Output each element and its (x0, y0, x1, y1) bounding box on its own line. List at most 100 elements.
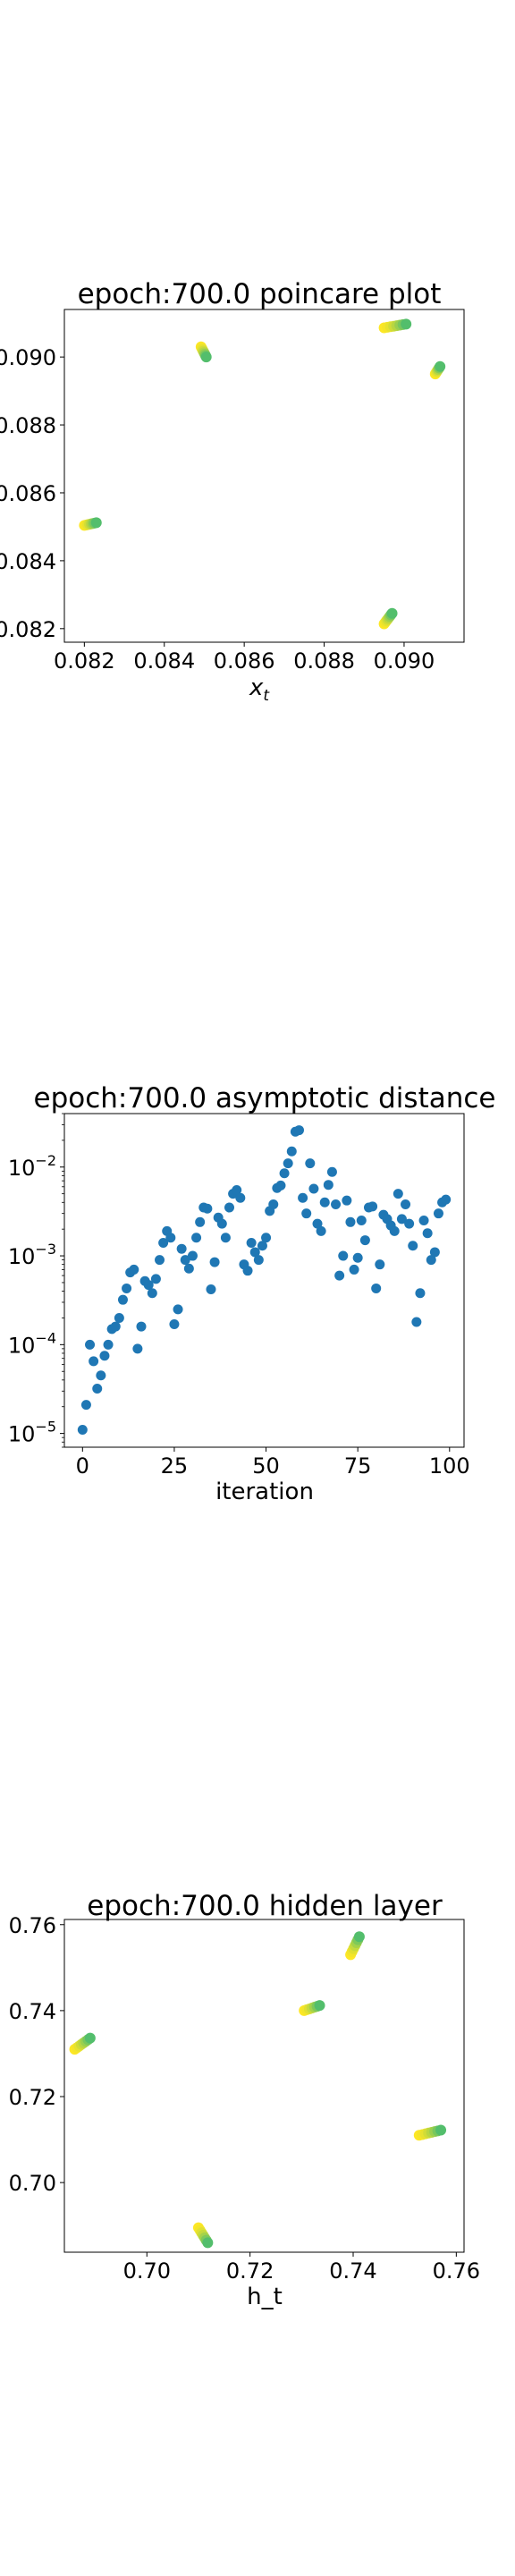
hidden-x-tick-label: 0.72 (226, 2258, 274, 2284)
distance-point (418, 1216, 429, 1226)
distance-point (187, 1250, 198, 1261)
hidden-point (353, 1931, 365, 1943)
poincare-x-tick-label: 0.084 (133, 648, 195, 674)
distance-point (408, 1241, 418, 1251)
distance-point (371, 1283, 382, 1293)
distance-point (80, 1400, 91, 1411)
hidden-x-label: h_t (247, 2284, 283, 2310)
distance-point (96, 1370, 106, 1381)
distance-title: epoch:700.0 asymptotic distance (34, 1082, 496, 1114)
distance-point (359, 1235, 370, 1246)
poincare-x-tick-label: 0.090 (374, 648, 435, 674)
distance-point (165, 1233, 176, 1243)
distance-y-tick-label: 10−3 (8, 1241, 56, 1269)
distance-x-ticks: 0 25 50 75 100 (76, 1447, 470, 1479)
distance-point (246, 1238, 257, 1249)
distance-point (261, 1233, 272, 1243)
distance-point (401, 1199, 411, 1209)
distance-point (143, 1280, 154, 1291)
poincare-y-tick-label: 0.088 (0, 413, 56, 438)
distance-point (117, 1294, 128, 1305)
hidden-title: epoch:700.0 hidden layer (87, 1890, 443, 1922)
poincare-y-tick-label: 0.082 (0, 617, 56, 642)
hidden-x-tick-label: 0.76 (433, 2258, 480, 2284)
distance-point (415, 1288, 426, 1299)
poincare-x-label-sub: t (263, 687, 270, 705)
distance-point (110, 1321, 121, 1332)
distance-point (232, 1185, 242, 1196)
distance-point (150, 1274, 161, 1284)
distance-point (323, 1180, 333, 1191)
distance-point (312, 1218, 323, 1229)
poincare-title: epoch:700.0 poincare plot (78, 278, 442, 310)
distance-point (89, 1356, 99, 1367)
distance-point (375, 1259, 385, 1270)
distance-point (92, 1383, 103, 1394)
distance-point (191, 1233, 202, 1243)
hidden-y-tick-label: 0.76 (9, 1913, 56, 1938)
poincare-y-tick-label: 0.086 (0, 481, 56, 506)
poincare-point (435, 360, 446, 372)
distance-point (216, 1218, 227, 1229)
hidden-points (69, 1931, 447, 2249)
poincare-y-tick-label: 0.090 (0, 345, 56, 370)
distance-point (195, 1216, 206, 1227)
distance-point (393, 1189, 403, 1199)
distance-point (99, 1351, 110, 1361)
distance-point (422, 1228, 433, 1239)
hidden-y-ticks: 0.70 0.72 0.74 0.76 (9, 1913, 64, 2196)
distance-point (316, 1225, 326, 1236)
hidden-x-tick-label: 0.70 (123, 2258, 171, 2284)
distance-point (206, 1284, 216, 1294)
distance-point (342, 1195, 352, 1206)
distance-x-tick-label: 50 (252, 1453, 280, 1479)
distance-point (176, 1243, 187, 1254)
hidden-point (435, 2124, 447, 2136)
distance-x-tick-label: 0 (76, 1453, 89, 1479)
hidden-y-tick-label: 0.70 (9, 2171, 56, 2196)
distance-axes-frame (63, 1113, 465, 1448)
hidden-point (202, 2237, 214, 2249)
distance-point (268, 1199, 279, 1209)
poincare-point (90, 517, 102, 529)
distance-point (77, 1425, 88, 1436)
distance-point (183, 1263, 194, 1274)
distance-point (301, 1208, 312, 1219)
distance-point (180, 1255, 190, 1266)
poincare-y-ticks: 0.082 0.084 0.086 0.088 0.090 (0, 345, 64, 642)
distance-point (319, 1197, 330, 1208)
poincare-x-ticks: 0.082 0.084 0.086 0.088 0.090 (54, 642, 435, 674)
hidden-point (314, 2000, 325, 2012)
distance-point (224, 1202, 235, 1213)
distance-point (129, 1264, 139, 1275)
distance-point (298, 1192, 308, 1203)
poincare-x-label: xt (249, 674, 270, 705)
poincare-x-tick-label: 0.082 (54, 648, 115, 674)
distance-point (286, 1146, 297, 1157)
distance-point (426, 1255, 436, 1266)
distance-x-tick-label: 25 (161, 1453, 189, 1479)
distance-point (433, 1208, 443, 1219)
distance-point (305, 1158, 316, 1169)
distance-point (411, 1317, 422, 1327)
distance-point (404, 1218, 415, 1229)
distance-point (235, 1192, 246, 1203)
distance-point (158, 1238, 169, 1249)
poincare-point (386, 607, 398, 619)
poincare-y-tick-label: 0.084 (0, 549, 56, 574)
distance-y-ticks: 10−5 10−4 10−3 10−2 (8, 1113, 64, 1448)
distance-point (242, 1266, 253, 1276)
distance-point (122, 1283, 132, 1293)
distance-y-tick-label: 10−2 (8, 1152, 56, 1181)
distance-point (132, 1343, 143, 1354)
distance-point (396, 1214, 407, 1224)
distance-point (338, 1250, 349, 1261)
hidden-panel: epoch:700.0 hidden layer 0.70 0.72 0.74 0.7… (9, 1890, 481, 2310)
poincare-x-tick-label: 0.086 (214, 648, 275, 674)
poincare-x-label-base: x (249, 674, 264, 701)
distance-point (308, 1183, 319, 1194)
distance-point (356, 1216, 367, 1226)
poincare-point (401, 318, 412, 330)
distance-x-tick-label: 75 (344, 1453, 372, 1479)
